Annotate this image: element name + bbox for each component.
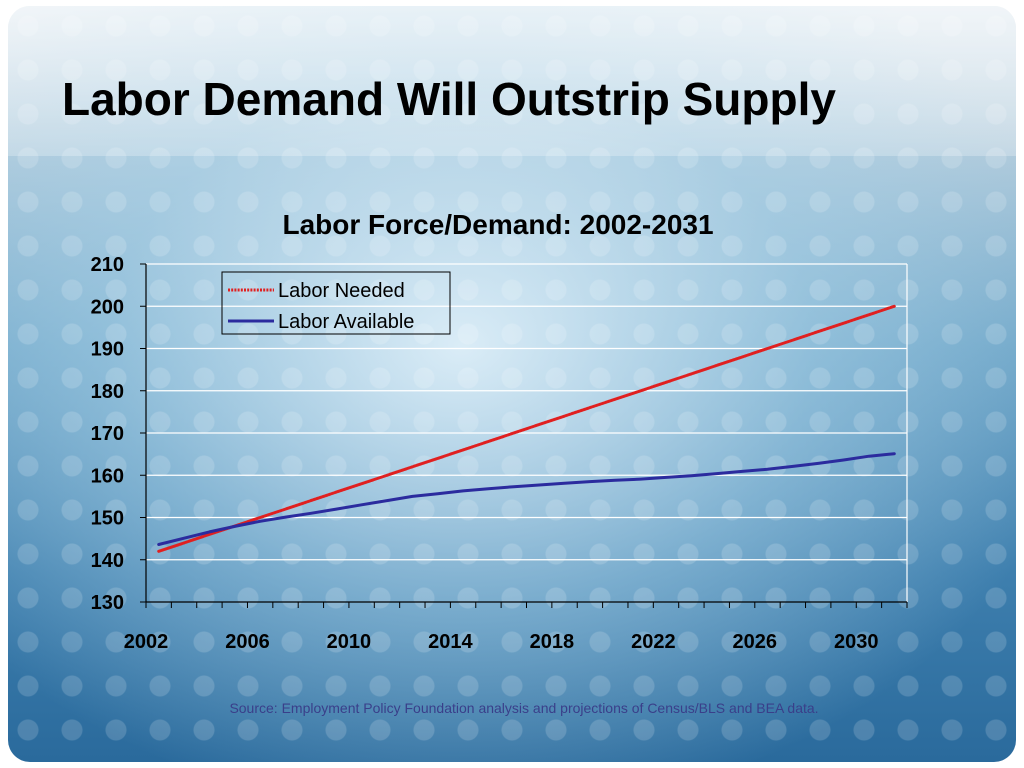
y-tick-label: 190 [91,339,124,361]
y-tick-label: 150 [91,508,124,530]
y-tick-label: 200 [91,296,124,318]
y-tick-label: 140 [91,550,124,572]
legend-label-labor-needed: Labor Needed [278,280,405,302]
y-tick-label: 170 [91,423,124,445]
x-tick-label: 2022 [631,631,676,653]
slide-title: Labor Demand Will Outstrip Supply [62,73,836,125]
y-tick-label: 130 [91,592,124,614]
y-tick-label: 180 [91,381,124,403]
x-tick-label: 2006 [225,631,270,653]
legend-box [221,271,451,335]
series-line-labor-available [157,452,896,546]
y-tick-label: 210 [91,254,124,276]
slide-background [8,6,1016,762]
series-line-labor-needed [157,304,896,553]
source-note: Source: Employment Policy Foundation ana… [229,700,819,716]
title-band [8,6,1016,156]
x-tick-label: 2010 [327,631,372,653]
legend-label-labor-available: Labor Available [278,311,414,333]
x-tick-label: 2030 [834,631,879,653]
y-tick-label: 160 [91,465,124,487]
x-tick-label: 2026 [733,631,778,653]
plot-area: 130 140 150 160 170 180 190 200 210 2002 2006 2010 2… [91,254,908,653]
x-tick-label: 2014 [428,631,473,653]
x-tick-label: 2002 [124,631,169,653]
chart-title: Labor Force/Demand: 2002-2031 [282,209,713,240]
x-tick-label: 2018 [530,631,575,653]
